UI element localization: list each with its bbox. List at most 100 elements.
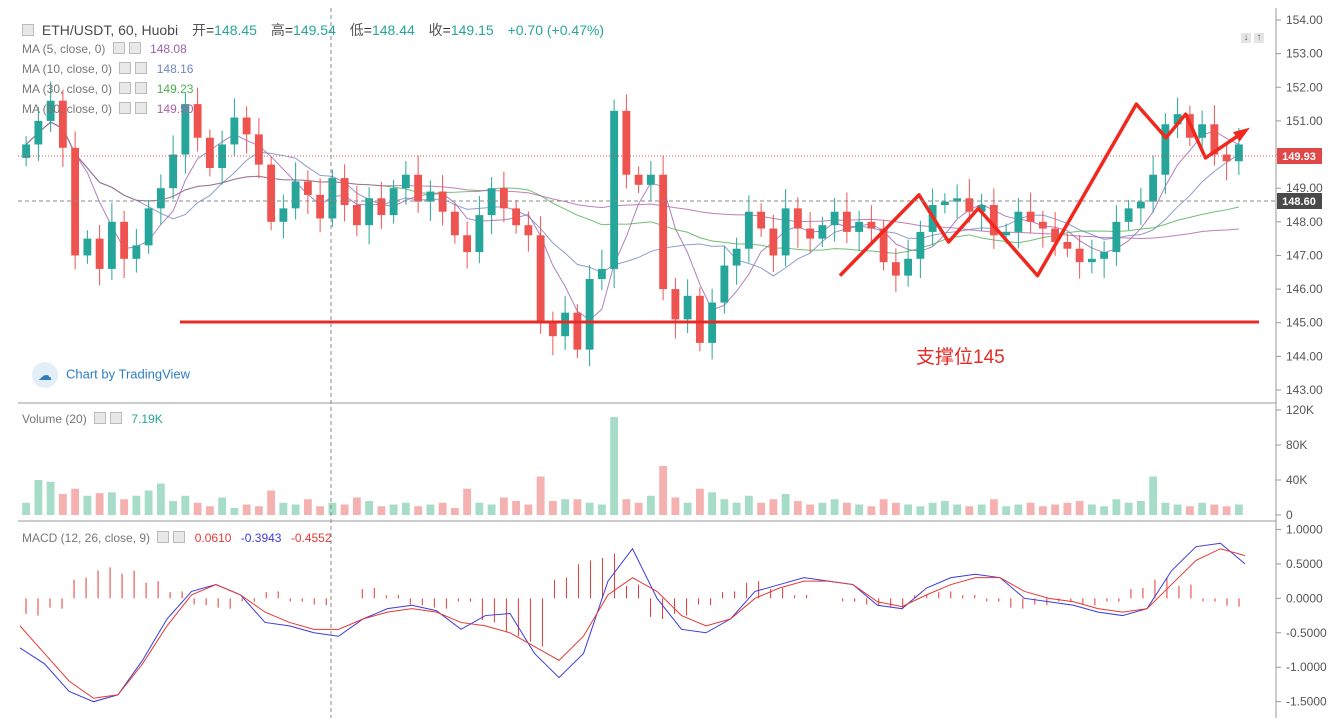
candle-body	[340, 178, 349, 205]
candle-body	[695, 295, 704, 343]
volume-bar	[818, 502, 827, 515]
settings-icon[interactable]	[94, 412, 107, 424]
volume-bar	[475, 502, 484, 515]
candle-body	[806, 228, 815, 239]
candle-body	[793, 208, 802, 229]
study-volume[interactable]: Volume (20) 7.19K	[22, 412, 163, 426]
volume-tick-label: 40K	[1286, 473, 1307, 487]
volume-bar	[732, 502, 741, 515]
volume-bar	[585, 502, 594, 515]
price-tick-label: 148.00	[1286, 215, 1323, 229]
candle-body	[781, 208, 790, 256]
study-ma60-value: 149.50	[156, 102, 194, 116]
candle-body	[769, 228, 778, 256]
study-ma30[interactable]: MA (30, close, 0) 149.23	[22, 82, 193, 96]
open-value: 148.45	[214, 22, 257, 38]
volume-bar	[156, 483, 165, 515]
volume-bar	[916, 506, 925, 515]
low-value: 148.44	[371, 22, 415, 38]
volume-bar	[291, 504, 300, 515]
close-icon[interactable]	[173, 531, 186, 543]
support-annotation: 支撑位145	[916, 347, 1005, 368]
macd-tick-label: -1.0000	[1286, 660, 1327, 674]
close-icon[interactable]	[110, 412, 123, 424]
volume-bar	[830, 499, 839, 515]
candle-body	[193, 104, 202, 138]
high-label: 高	[270, 22, 285, 38]
price-tick-label: 151.00	[1286, 114, 1323, 128]
ma5-line	[25, 121, 1240, 321]
candlestick-series	[22, 81, 1243, 367]
macd-axis: 1.0000 0.5000 0.0000 -0.5000 -1.0000 -1.5000	[1276, 522, 1327, 709]
candle-body	[1100, 252, 1109, 259]
collapse-icon[interactable]	[22, 24, 34, 36]
volume-bar	[1198, 502, 1207, 515]
candle-body	[732, 248, 741, 266]
volume-bar	[365, 501, 374, 515]
macd-signal-line	[19, 548, 1246, 699]
close-icon[interactable]	[135, 102, 148, 114]
symbol-header: ETH/USDT, 60, Huobi 开=148.45 高=149.54 低=…	[22, 20, 604, 40]
study-ma60[interactable]: MA (60, close, 0) 149.50	[22, 102, 193, 116]
volume-bar	[989, 499, 998, 515]
volume-bar	[646, 495, 655, 515]
volume-bar	[1087, 504, 1096, 515]
volume-bar	[230, 508, 239, 515]
arrow-up-icon[interactable]: ↑	[1254, 33, 1264, 43]
candle-body	[671, 289, 680, 320]
volume-bar	[1026, 502, 1035, 515]
settings-icon[interactable]	[112, 42, 125, 54]
candle-body	[818, 225, 827, 239]
study-ma30-label: MA (30, close, 0)	[22, 82, 113, 96]
settings-icon[interactable]	[119, 62, 132, 74]
candle-body	[1222, 154, 1231, 162]
candle-body	[1002, 231, 1011, 236]
volume-bar	[95, 493, 104, 515]
study-ma10[interactable]: MA (10, close, 0) 148.16	[22, 62, 193, 76]
arrow-down-icon[interactable]: ↓	[1241, 33, 1251, 43]
volume-bar	[806, 504, 815, 515]
volume-bar	[426, 504, 435, 515]
candle-body	[548, 322, 557, 337]
close-icon[interactable]	[135, 62, 148, 74]
candle-body	[953, 198, 962, 202]
volume-bar	[1014, 504, 1023, 515]
volume-series	[22, 417, 1243, 515]
svg-text:149.93: 149.93	[1282, 151, 1316, 163]
volume-bar	[181, 495, 190, 515]
volume-bar	[450, 508, 459, 515]
settings-icon[interactable]	[119, 102, 132, 114]
volume-bar	[708, 492, 717, 515]
candle-body	[646, 174, 655, 185]
volume-bar	[389, 504, 398, 515]
close-value: 149.15	[450, 22, 494, 38]
volume-bar	[744, 495, 753, 515]
low-label: 低	[349, 22, 364, 38]
study-ma5[interactable]: MA (5, close, 0) 148.08	[22, 42, 187, 56]
settings-icon[interactable]	[119, 82, 132, 94]
volume-bar	[683, 502, 692, 515]
macd-tick-label: 0.5000	[1286, 557, 1323, 571]
candle-body	[1075, 248, 1084, 263]
candle-body	[940, 201, 949, 205]
close-icon[interactable]	[135, 82, 148, 94]
volume-bar	[377, 506, 386, 515]
candle-body	[303, 181, 312, 195]
settings-icon[interactable]	[157, 531, 170, 543]
volume-bar	[1051, 504, 1060, 515]
price-tick-label: 149.00	[1286, 181, 1323, 195]
tradingview-watermark[interactable]: ☁ Chart by TradingView	[32, 362, 190, 388]
volume-bar	[401, 502, 410, 515]
volume-bar	[463, 488, 472, 515]
change-value: +0.70 (+0.47%)	[507, 22, 605, 38]
volume-bar	[904, 504, 913, 515]
pane-controls: ↓ ↑	[1238, 32, 1264, 43]
price-tick-label: 153.00	[1286, 47, 1323, 61]
close-icon[interactable]	[128, 42, 141, 54]
volume-bar	[34, 480, 43, 515]
study-macd[interactable]: MACD (12, 26, close, 9) 0.0610 -0.3943 -…	[22, 531, 332, 545]
candle-body	[71, 147, 80, 256]
candle-body	[414, 174, 423, 202]
symbol-title[interactable]: ETH/USDT, 60, Huobi	[41, 22, 179, 38]
